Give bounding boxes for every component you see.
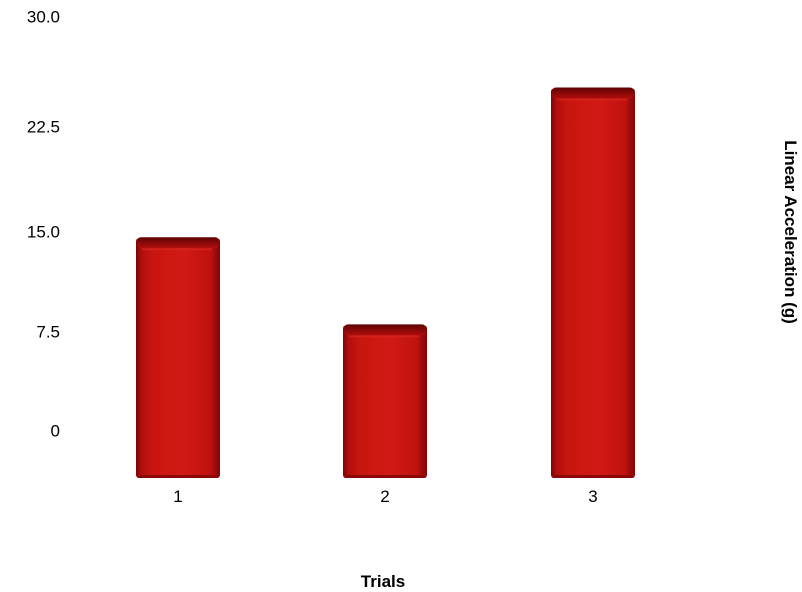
bar — [551, 87, 635, 479]
x-axis: 1 2 3 — [173, 487, 597, 506]
x-tick-label: 2 — [380, 487, 389, 506]
bar-body — [136, 238, 220, 478]
x-tick-label: 3 — [588, 487, 597, 506]
y-axis: 0 7.5 15.0 22.5 30.0 — [27, 7, 60, 440]
bars-group — [136, 87, 635, 479]
bar — [343, 324, 427, 478]
bar-bottom-edge — [137, 475, 219, 478]
bar-highlight — [557, 98, 627, 101]
bar-highlight — [349, 335, 419, 338]
y-tick-label: 7.5 — [36, 322, 60, 341]
y-tick-label: 0 — [51, 421, 60, 440]
y-tick-label: 15.0 — [27, 222, 60, 241]
y-tick-label: 22.5 — [27, 117, 60, 136]
bar-bottom-edge — [344, 475, 426, 478]
bar-bottom-edge — [552, 475, 634, 478]
bar-body — [343, 325, 427, 478]
y-tick-label: 30.0 — [27, 7, 60, 26]
y-axis-title: Linear Acceleration (g) — [781, 140, 800, 324]
bar — [136, 237, 220, 478]
bar-highlight — [142, 248, 212, 251]
bar-top-bevel — [552, 87, 634, 99]
bar-top-bevel — [344, 324, 426, 336]
x-tick-label: 1 — [173, 487, 182, 506]
x-axis-title: Trials — [361, 572, 405, 591]
bar-body — [551, 88, 635, 479]
bar-top-bevel — [137, 237, 219, 249]
